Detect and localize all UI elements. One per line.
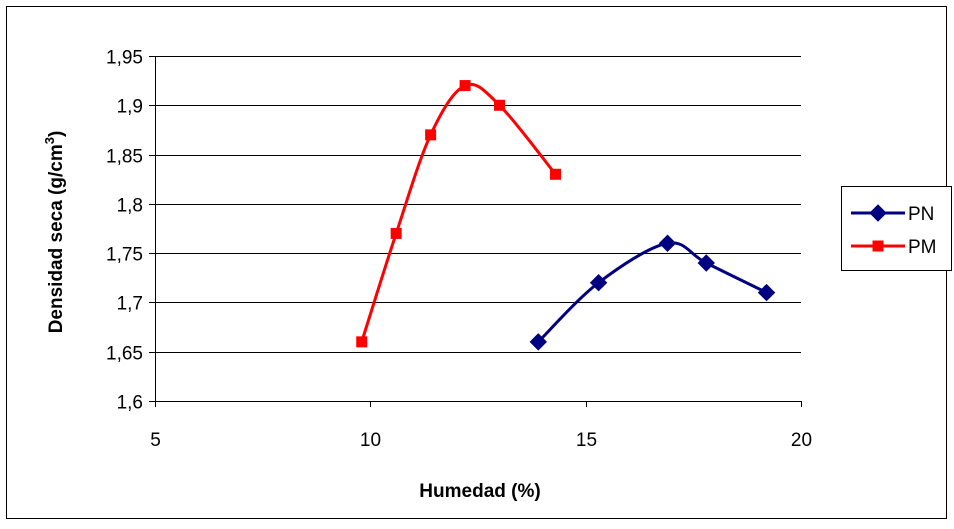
x-tick-label: 20 bbox=[791, 430, 812, 451]
y-tick-label: 1,8 bbox=[117, 196, 143, 217]
y-axis-title-superscript: 3 bbox=[42, 137, 57, 144]
y-axis-title: Densidad seca (g/cm3) bbox=[42, 131, 67, 334]
chart-border bbox=[6, 6, 947, 519]
series-pn bbox=[529, 234, 776, 351]
x-tick-label: 10 bbox=[360, 430, 381, 451]
series-pm bbox=[356, 80, 562, 348]
series-pm-point bbox=[459, 80, 471, 92]
legend-pm-label: PM bbox=[908, 237, 937, 258]
series-pn-point bbox=[589, 274, 608, 292]
series-pm-line bbox=[360, 82, 557, 343]
series-pn-point bbox=[757, 283, 776, 302]
series-pn-point bbox=[697, 254, 715, 272]
legend-pm-marker bbox=[872, 240, 884, 252]
x-tick-label: 15 bbox=[576, 430, 597, 451]
series-pm-point bbox=[425, 129, 437, 141]
series-pm-point bbox=[550, 168, 562, 180]
y-axis-title-main: Densidad seca (g/cm bbox=[46, 144, 67, 333]
legend-pn-marker bbox=[869, 204, 887, 222]
y-tick-label: 1,75 bbox=[106, 245, 143, 266]
series-pn-point bbox=[658, 234, 677, 252]
legend: PN PM bbox=[841, 186, 952, 271]
y-tick-label: 1,65 bbox=[106, 344, 143, 365]
series-pm-point bbox=[494, 99, 506, 111]
x-tick-label: 5 bbox=[150, 430, 161, 451]
y-axis-title-end: ) bbox=[46, 131, 67, 137]
y-tick-label: 1,85 bbox=[106, 147, 143, 168]
x-axis-title: Humedad (%) bbox=[419, 481, 540, 502]
y-tick-label: 1,7 bbox=[117, 294, 143, 315]
y-tick-label: 1,95 bbox=[106, 48, 143, 69]
series-pm-point bbox=[356, 336, 368, 348]
legend-box bbox=[841, 186, 952, 271]
axes: 1,6 1,65 1,7 1,75 1,8 1,85 1,9 1,95 5 10 15 20 bbox=[106, 48, 812, 452]
gridlines bbox=[155, 56, 801, 353]
y-tick-label: 1,9 bbox=[117, 97, 143, 118]
plot-area-series bbox=[356, 80, 776, 351]
series-pm-point bbox=[390, 227, 402, 239]
y-tick-label: 1,6 bbox=[117, 393, 143, 414]
legend-pn-label: PN bbox=[908, 204, 934, 225]
series-pn-point bbox=[529, 333, 548, 351]
